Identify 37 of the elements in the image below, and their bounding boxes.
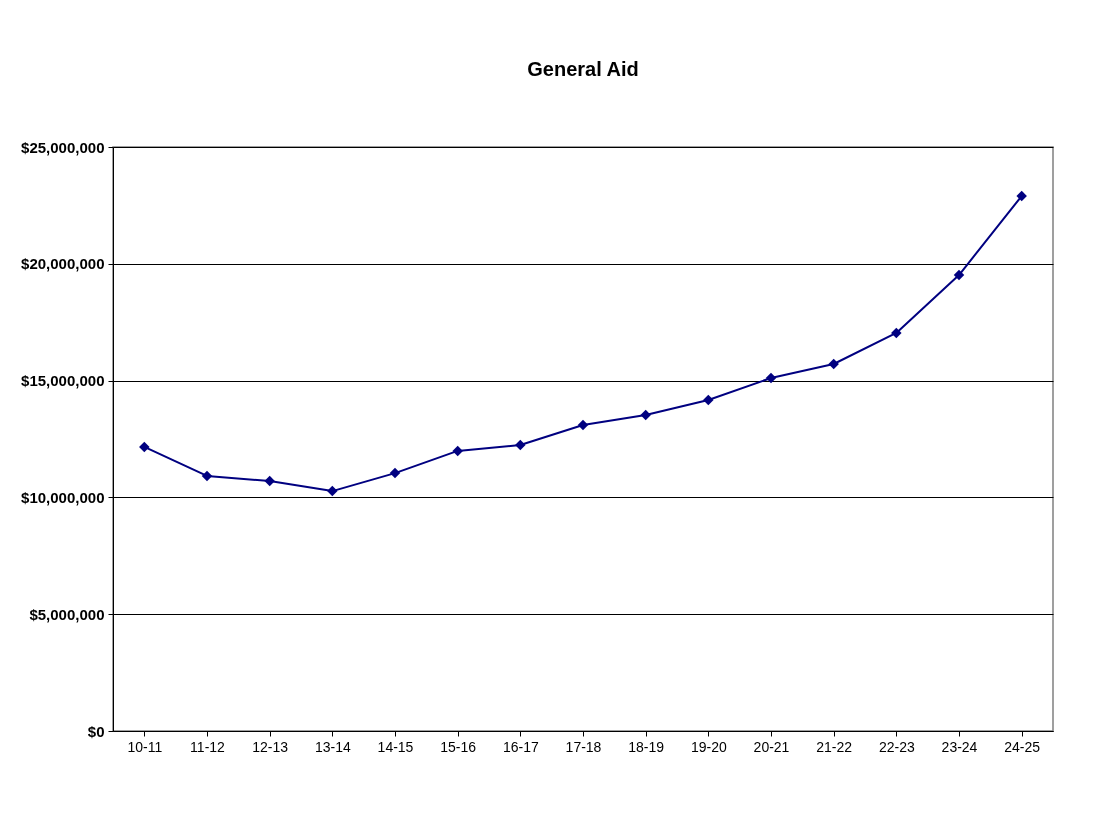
x-tick-label: 10-11 (127, 738, 163, 755)
point (452, 445, 463, 457)
y-tick-label: $25,000,000 (21, 138, 105, 156)
point (891, 327, 902, 339)
point (1016, 190, 1027, 202)
y-tick-label: $10,000,000 (21, 488, 105, 506)
point (577, 419, 589, 431)
x-tick-label: 13-14 (314, 738, 351, 755)
point (139, 441, 150, 453)
point (389, 467, 401, 479)
point (264, 475, 275, 487)
point (953, 269, 965, 281)
x-tick-label: 12-13 (252, 738, 289, 755)
point (765, 372, 777, 384)
point (327, 485, 338, 497)
y-tick-label: $0 (87, 722, 105, 740)
point (828, 358, 839, 370)
x-tick-label: 15-16 (440, 738, 477, 755)
x-tick-label: 18-19 (628, 738, 665, 755)
x-tick-label: 23-24 (941, 738, 978, 755)
x-tick-label: 11-12 (190, 738, 226, 755)
x-tick-label: 21-22 (816, 738, 853, 755)
point (515, 439, 526, 451)
point (201, 470, 213, 482)
x-tick-label: 14-15 (377, 738, 414, 755)
point (640, 409, 651, 421)
x-tick-label: 16-17 (502, 738, 539, 755)
y-tick-label: $5,000,000 (29, 605, 105, 623)
point (703, 394, 714, 406)
y-tick-label: $20,000,000 (21, 255, 105, 273)
x-tick-label: 20-21 (753, 738, 790, 755)
x-tick-label: 19-20 (690, 738, 727, 755)
x-tick-label: 17-18 (565, 738, 602, 755)
x-tick-label: 22-23 (878, 738, 915, 755)
chart-title: General Aid (527, 58, 639, 80)
x-tick-label: 24-25 (1004, 738, 1041, 755)
y-tick-label: $15,000,000 (21, 372, 105, 390)
